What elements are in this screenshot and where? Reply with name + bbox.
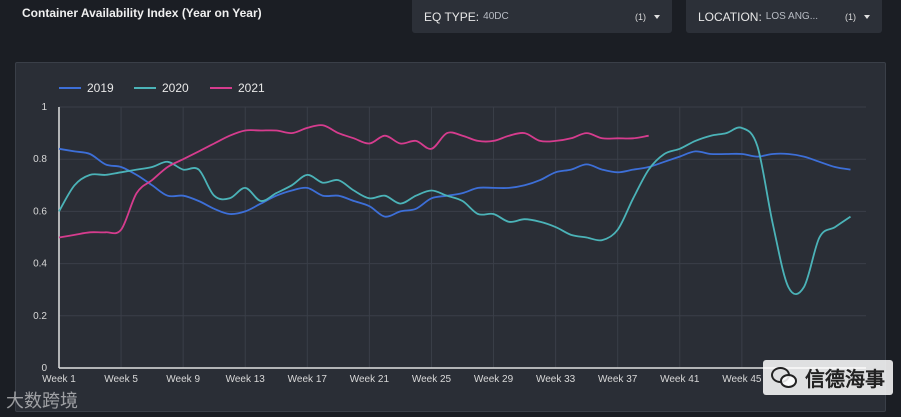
y-tick-label: 0.8 xyxy=(33,154,47,165)
location-filter-count: (1) xyxy=(845,11,856,22)
location-filter[interactable]: LOCATION: LOS ANG... (1) xyxy=(686,0,882,33)
x-tick-label: Week 25 xyxy=(412,374,452,385)
x-tick-label: Week 41 xyxy=(660,374,700,385)
eq-type-filter[interactable]: EQ TYPE: 40DC (1) xyxy=(412,0,672,33)
series-line-2021 xyxy=(58,124,649,239)
eq-type-filter-count: (1) xyxy=(635,11,646,22)
series-line-2020 xyxy=(58,126,852,296)
chevron-down-icon[interactable] xyxy=(654,14,660,19)
x-tick-label: Week 17 xyxy=(288,374,328,385)
chart-card xyxy=(15,62,886,412)
y-tick-label: 1 xyxy=(41,102,47,113)
watermark-left: 大数跨境 xyxy=(6,391,78,412)
eq-type-filter-value: 40DC xyxy=(483,11,509,22)
x-tick-label: Week 9 xyxy=(166,374,200,385)
y-tick-label: 0 xyxy=(41,363,47,374)
chevron-down-icon[interactable] xyxy=(864,14,870,19)
y-tick-label: 0.4 xyxy=(33,259,47,270)
x-tick-label: Week 21 xyxy=(350,374,390,385)
legend-label-2019: 2019 xyxy=(87,81,114,95)
location-filter-value: LOS ANG... xyxy=(765,11,819,22)
watermark-right-text: 信德海事 xyxy=(805,367,885,391)
wechat-icon xyxy=(771,366,797,389)
x-tick-label: Week 5 xyxy=(104,374,138,385)
legend-label-2021: 2021 xyxy=(238,81,265,95)
y-tick-label: 0.2 xyxy=(33,311,47,322)
x-tick-label: Week 37 xyxy=(598,374,638,385)
legend-label-2020: 2020 xyxy=(162,81,189,95)
x-tick-label: Week 13 xyxy=(226,374,266,385)
series-line-2019 xyxy=(58,147,851,218)
y-tick-label: 0.6 xyxy=(33,206,47,217)
x-tick-label: Week 33 xyxy=(536,374,576,385)
x-tick-label: Week 29 xyxy=(474,374,514,385)
x-tick-label: Week 45 xyxy=(722,374,762,385)
page-title: Container Availability Index (Year on Ye… xyxy=(22,6,262,20)
watermark-right: 信德海事 xyxy=(763,360,893,395)
eq-type-filter-label: EQ TYPE: xyxy=(424,9,480,24)
x-tick-label: Week 1 xyxy=(42,374,76,385)
location-filter-label: LOCATION: xyxy=(698,9,762,24)
